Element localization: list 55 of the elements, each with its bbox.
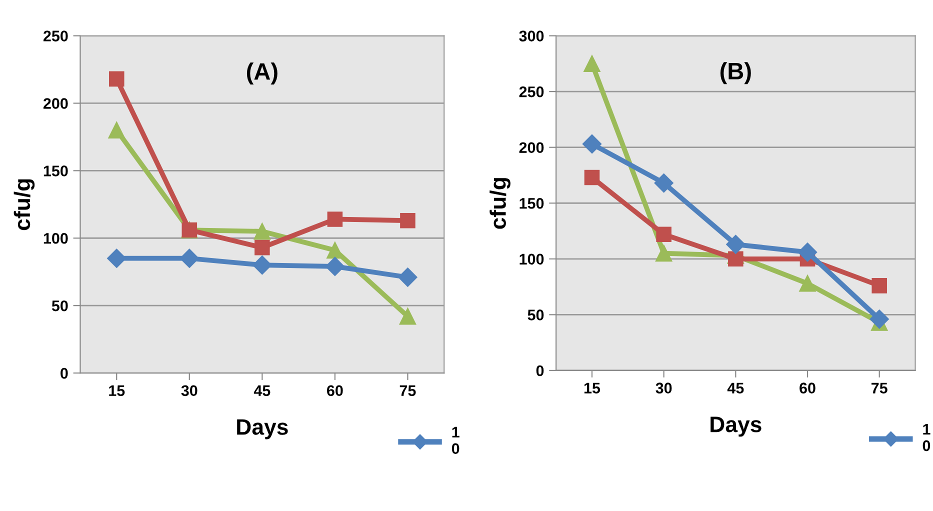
y-axis-title: cfu/g [14, 179, 35, 230]
point [872, 278, 887, 294]
point [799, 275, 816, 292]
x-axis-title: Days [237, 419, 288, 440]
point [400, 212, 416, 228]
y-tick-label: 100 [520, 254, 544, 265]
y-tick-label: 0 [536, 365, 544, 376]
point [584, 170, 600, 186]
point [399, 308, 416, 325]
x-tick-label: 75 [400, 385, 416, 396]
point [107, 248, 126, 268]
point [870, 310, 889, 329]
point [656, 226, 672, 242]
point [798, 242, 818, 262]
y-tick-label: 50 [528, 310, 544, 320]
point [726, 234, 746, 254]
x-tick-label: 75 [872, 382, 888, 394]
y-tick-label: 0 [60, 368, 68, 379]
legend-label: 1 0 [922, 424, 930, 452]
point [584, 55, 600, 72]
text: (A) [246, 62, 278, 85]
y-tick-label: 150 [520, 198, 544, 209]
y-tick-label: 300 [519, 30, 544, 42]
point [327, 212, 343, 227]
x-tick-label: 30 [656, 382, 672, 394]
y-tick-label: 100 [44, 232, 68, 244]
x-tick-label: 60 [800, 382, 816, 394]
point [108, 71, 124, 87]
x-tick-label: 30 [181, 385, 198, 396]
point [254, 240, 270, 256]
x-tick-label: 15 [584, 382, 600, 394]
x-axis-title: Days [710, 416, 762, 437]
point [582, 134, 602, 154]
x-tick-label: 45 [254, 385, 270, 396]
text: (B) [720, 62, 751, 84]
point [398, 268, 418, 287]
y-tick-label: 200 [519, 142, 544, 154]
x-tick-label: 15 [109, 385, 125, 396]
x-tick-label: 60 [327, 385, 343, 396]
x-tick-label: 45 [727, 382, 744, 394]
point [654, 174, 674, 193]
point [180, 248, 199, 268]
y-tick-label: 50 [52, 300, 68, 312]
legend-label: 1 0 [452, 426, 460, 454]
y-tick-label: 250 [519, 86, 544, 98]
point [325, 256, 344, 276]
point [254, 223, 271, 240]
point [252, 256, 272, 275]
y-axis-title: cfu/g [490, 178, 510, 229]
y-tick-label: 200 [43, 98, 68, 109]
y-tick-label: 250 [43, 30, 68, 42]
point [655, 244, 672, 262]
y-tick-label: 150 [44, 166, 68, 176]
point [728, 251, 744, 267]
point [108, 122, 125, 139]
